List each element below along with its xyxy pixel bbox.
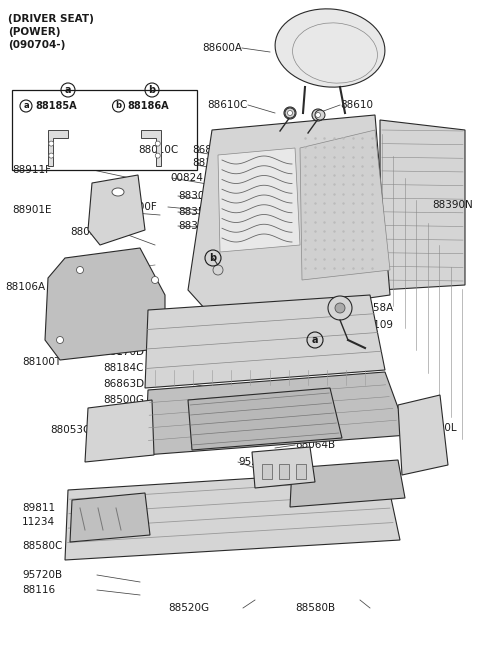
Polygon shape (290, 460, 405, 507)
Polygon shape (85, 400, 154, 462)
Polygon shape (300, 130, 390, 280)
Circle shape (57, 337, 63, 344)
Text: a: a (23, 102, 29, 110)
Text: 88300F: 88300F (118, 202, 157, 212)
Polygon shape (252, 447, 315, 488)
Circle shape (152, 276, 158, 283)
Circle shape (155, 141, 160, 146)
Circle shape (288, 110, 292, 115)
Circle shape (155, 153, 160, 158)
Text: 88610C: 88610C (208, 100, 248, 110)
Text: 88109: 88109 (360, 320, 393, 330)
Polygon shape (398, 395, 448, 475)
Text: 88106A: 88106A (262, 471, 302, 481)
Text: 88170D: 88170D (103, 347, 144, 357)
Text: b: b (209, 253, 216, 263)
Text: 88370C: 88370C (178, 221, 218, 231)
Text: 88064B: 88064B (295, 440, 335, 450)
Circle shape (49, 153, 54, 158)
Circle shape (76, 266, 84, 274)
Text: 88358A: 88358A (353, 303, 393, 313)
Polygon shape (218, 148, 300, 252)
Text: 88184C: 88184C (103, 363, 144, 373)
Ellipse shape (275, 9, 385, 87)
Text: 88911F: 88911F (12, 165, 51, 175)
Text: 1221AA: 1221AA (278, 425, 319, 435)
Text: 88150C: 88150C (103, 331, 144, 341)
Text: 88116: 88116 (22, 585, 55, 595)
Text: 88053C: 88053C (50, 425, 90, 435)
Text: 1231DE: 1231DE (305, 410, 346, 420)
Text: (090704-): (090704-) (8, 40, 65, 50)
Text: 88500G: 88500G (103, 395, 144, 405)
Text: a: a (65, 85, 71, 95)
Text: b: b (116, 102, 121, 110)
Text: 11234: 11234 (22, 517, 55, 527)
Circle shape (335, 303, 345, 313)
Text: (POWER): (POWER) (8, 27, 60, 37)
Polygon shape (380, 120, 465, 290)
Text: 86863D: 86863D (103, 379, 144, 389)
Text: 88580C: 88580C (22, 541, 62, 551)
Polygon shape (88, 175, 145, 245)
Text: 88970A: 88970A (305, 395, 345, 405)
Text: 88390N: 88390N (432, 200, 473, 210)
Circle shape (315, 110, 325, 120)
Text: 88901E: 88901E (12, 205, 51, 215)
Polygon shape (188, 115, 390, 320)
Polygon shape (145, 372, 408, 455)
Text: 88100T: 88100T (22, 357, 61, 367)
Text: a: a (312, 335, 318, 345)
Circle shape (328, 296, 352, 320)
Bar (262, 464, 272, 479)
Text: 00824: 00824 (170, 173, 203, 183)
Polygon shape (145, 295, 385, 388)
Text: 88010L: 88010L (418, 423, 456, 433)
Text: 88186A: 88186A (128, 101, 169, 111)
Circle shape (49, 141, 54, 146)
Text: 86863B: 86863B (192, 145, 232, 155)
Polygon shape (45, 248, 165, 360)
Circle shape (315, 112, 321, 117)
Polygon shape (188, 388, 342, 450)
Text: 88301C: 88301C (178, 191, 218, 201)
Text: 88350C: 88350C (178, 207, 218, 217)
Bar (296, 464, 306, 479)
Ellipse shape (112, 188, 124, 196)
Bar (12, 90, 197, 170)
Text: 88580B: 88580B (295, 603, 335, 613)
Text: 89811: 89811 (22, 503, 55, 513)
Bar (279, 464, 289, 479)
Polygon shape (70, 493, 150, 542)
Polygon shape (65, 470, 400, 560)
Text: 95720B: 95720B (22, 570, 62, 580)
Text: 88610: 88610 (340, 100, 373, 110)
Circle shape (285, 108, 295, 118)
Circle shape (312, 109, 324, 121)
Circle shape (284, 107, 296, 119)
Text: 88106A: 88106A (5, 282, 45, 292)
Polygon shape (48, 130, 68, 165)
Text: 88184B: 88184B (192, 158, 232, 168)
Text: 88600A: 88600A (202, 43, 242, 53)
Polygon shape (141, 130, 161, 165)
Text: b: b (148, 85, 156, 95)
Text: 88185A: 88185A (35, 101, 77, 111)
Text: 88010C: 88010C (138, 145, 178, 155)
Circle shape (213, 265, 223, 275)
Text: 95200: 95200 (238, 457, 271, 467)
Text: 88520G: 88520G (168, 603, 209, 613)
Text: (DRIVER SEAT): (DRIVER SEAT) (8, 14, 94, 24)
Text: 88030L: 88030L (70, 227, 108, 237)
